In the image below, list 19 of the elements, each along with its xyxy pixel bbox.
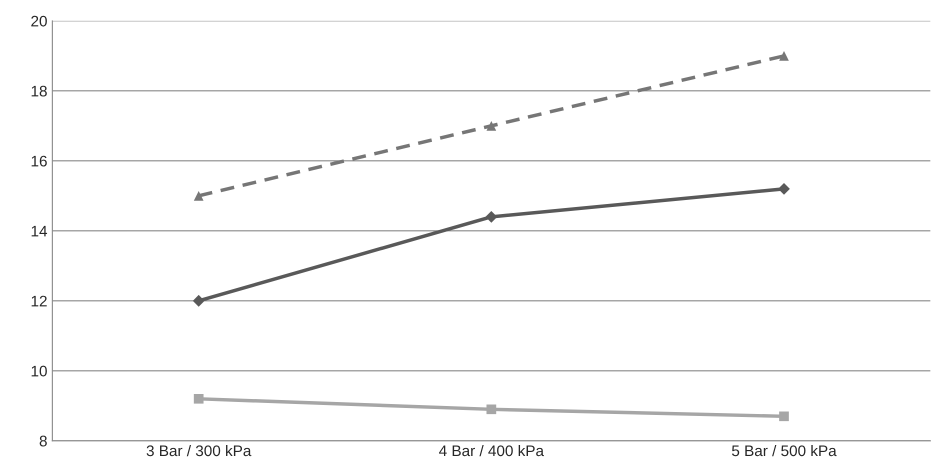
point: [778, 182, 790, 195]
y-tick-label: 20: [31, 16, 47, 27]
point: [779, 411, 789, 422]
point: [192, 294, 205, 307]
x-tick-label: 4 Bar / 400 kPa: [439, 444, 544, 456]
point: [779, 51, 789, 61]
point: [486, 121, 496, 131]
point: [194, 190, 204, 201]
x-tick-label: 3 Bar / 300 kPa: [146, 444, 252, 456]
point: [194, 394, 204, 404]
y-tick-label: 10: [32, 366, 47, 376]
point: [486, 404, 496, 414]
y-tick-label: 18: [32, 86, 47, 97]
y-tick-label: 16: [32, 156, 47, 167]
y-tick-label: 14: [32, 226, 48, 236]
y-tick-label: 8: [40, 436, 47, 446]
y-tick-label: 12: [32, 296, 47, 306]
x-tick-label: 5 Bar / 500 kPa: [732, 444, 837, 456]
point: [485, 210, 498, 223]
